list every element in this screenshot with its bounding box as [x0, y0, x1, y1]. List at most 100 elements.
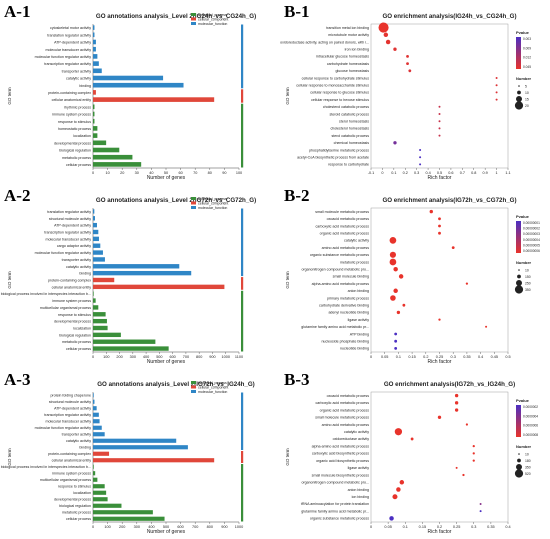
bubble-chart-2-point: [390, 295, 396, 301]
bar-chart-3-bar: [93, 445, 188, 450]
bubble-chart-3-point: [454, 408, 459, 412]
bar-chart-3-xtick-label: 0: [92, 525, 94, 529]
bar-chart-3-bar: [93, 490, 107, 495]
bubble-chart-2-colorbar-tick: 0.00000003: [523, 232, 540, 236]
bubble-chart-1-category-label: oxidoreductase activity, acting on paire…: [280, 40, 369, 44]
bubble-chart-2-size-legend-label: 350: [525, 288, 531, 292]
bar-chart-3-xtick-label: 200: [119, 525, 125, 529]
bubble-chart-2-point: [394, 332, 398, 336]
bubble-chart-1-colorbar-tick: 0.003: [523, 37, 531, 41]
bubble-chart-3-point: [437, 415, 442, 419]
bar-chart-1-xtick-label: 0: [92, 171, 94, 175]
bubble-chart-3-category-label: organonitrogen compound metabolic pro...: [301, 481, 369, 485]
bubble-chart-1-size-legend-label: 5: [525, 84, 527, 88]
bar-chart-2-category-label: cargo adaptor activity: [57, 244, 91, 248]
bubble-chart-1-category-label: chemical homeostasis: [334, 141, 370, 145]
bubble-chart-2-size-legend-dot: [514, 285, 524, 294]
bubble-chart-1-ylabel: GO term: [285, 87, 290, 105]
bubble-chart-1-size-legend-dot: [516, 96, 522, 102]
bubble-chart-1-category-label: carbohydrate homeostasis: [327, 62, 369, 66]
bubble-chart-3-point: [479, 502, 482, 505]
bar-chart-1-category-label: homeostatic process: [58, 127, 91, 131]
bubble-chart-3-size-legend-label: 350: [525, 465, 531, 469]
bar-chart-3-bar: [93, 412, 99, 417]
bar-chart-3-xlabel: Number of genes: [147, 529, 186, 535]
bubble-chart-2-point: [393, 288, 398, 294]
bar-chart-1-group-strip-biological_process: [241, 103, 244, 168]
bar-chart-3-category-label: biological regulation: [59, 504, 91, 508]
bar-chart-3-bar: [93, 432, 105, 437]
bar-chart-3-legend-swatch-molecular_function: [191, 390, 196, 393]
bubble-chart-1-point: [383, 32, 389, 38]
bar-chart-1-bar: [93, 90, 96, 95]
bubble-chart-1-category-label: glucose homeostasis: [335, 69, 369, 73]
bar-chart-2-bar: [93, 264, 180, 269]
bubble-chart-3-colorbar: [516, 405, 521, 437]
bar-chart-2-xtick-label: 600: [169, 355, 175, 359]
panel-label-a3: A-3: [4, 370, 31, 389]
bar-chart-2-category-label: molecular transducer activity: [45, 237, 91, 241]
bubble-chart-3-point: [479, 510, 482, 513]
bar-chart-1-category-label: ATP-dependent activity: [54, 41, 91, 45]
bubble-chart-1-colorbar-tick: 0.012: [523, 56, 531, 60]
bubble-chart-1-category-label: sterol homeostasis: [339, 120, 369, 124]
bubble-chart-3-xtick-label: 0.2: [437, 525, 442, 529]
bubble-chart-3-point: [454, 401, 459, 405]
bar-chart-3-bar: [93, 406, 97, 411]
bubble-chart-2-size-legend-dot: [518, 269, 520, 271]
bar-chart-1-bar: [93, 25, 95, 30]
bubble-chart-3-point: [455, 466, 458, 469]
bubble-chart-2-xtick-label: 0.25: [436, 355, 443, 359]
bar-chart-1-category-label: rhythmic process: [64, 105, 91, 109]
bar-chart-3-bar: [93, 393, 94, 398]
bar-chart-2-category-label: translation regulator activity: [47, 210, 91, 214]
bar-chart-3-category-label: localization: [73, 491, 91, 495]
bubble-chart-3-category-label: anion binding: [348, 488, 369, 492]
bar-chart-3-bar: [93, 471, 96, 476]
bar-chart-2-xtick-label: 200: [116, 355, 122, 359]
bubble-chart-1-category-label: transition metal ion binding: [326, 26, 369, 30]
bubble-chart-1-xtick-label: 0.1: [391, 171, 396, 175]
bar-chart-2-bar: [93, 291, 94, 296]
bubble-chart-3-point: [396, 487, 401, 492]
bar-chart-1-legend-swatch-biological_process: [191, 13, 196, 16]
bar-chart-2-bar: [93, 339, 156, 344]
bar-chart-2-xtick-label: 300: [130, 355, 136, 359]
bar-chart-3-xtick-label: 300: [134, 525, 140, 529]
bar-chart-2-legend-cellular_component: cellular_component: [198, 202, 228, 206]
bubble-chart-1-point: [419, 149, 422, 151]
bubble-chart-1-point: [408, 69, 412, 73]
bar-chart-1-xtick-label: 40: [149, 171, 153, 175]
bar-chart-2-xtick-label: 800: [196, 355, 202, 359]
bar-chart-1-category-label: metabolic process: [62, 156, 91, 160]
bar-chart-1-bar: [93, 147, 120, 153]
bubble-chart-2-point: [438, 217, 441, 221]
bar-chart-1-legend-biological_process: biological_process: [198, 13, 227, 17]
bubble-chart-3-xtick-label: 0.15: [419, 525, 426, 529]
bar-chart-2-bar: [93, 250, 103, 255]
bubble-chart-3-category-label: tRNA aminoacylation for protein translat…: [301, 502, 369, 506]
bubble-chart-2-title: GO enrichment analysis(IG72h_vs_CG72h_G): [382, 197, 516, 204]
panel-label-b2: B-2: [284, 186, 310, 205]
bubble-chart-2-category-label: organonitrogen compound metabolic pro...: [301, 268, 369, 272]
bar-chart-1-category-label: transporter activity: [62, 69, 92, 73]
bubble-chart-3-size-legend-dot: [517, 458, 521, 463]
bar-chart-1-bar: [93, 162, 142, 167]
bar-chart-1-category-label: molecular function regulator activity: [35, 55, 92, 59]
bubble-chart-1-size-legend-title: Number: [516, 76, 532, 81]
bar-chart-3-category-label: transporter activity: [62, 433, 92, 437]
bubble-chart-1-category-label: cellular response to carbohydrate stimul…: [302, 76, 370, 80]
bar-chart-3-bar: [93, 484, 105, 489]
bubble-chart-3-colorbar-tick: 0.0000002: [523, 405, 538, 409]
bar-chart-1-title: GO annotations analysis_Level 2(IG24h_vs…: [96, 13, 256, 20]
bubble-chart-3-ylabel: GO term: [285, 448, 290, 466]
bar-chart-2-group-strip-biological_process: [241, 290, 244, 352]
bubble-chart-3-point: [472, 452, 475, 455]
panel-label-b1: B-1: [284, 2, 310, 21]
bubble-chart-3-category-label: oxidoreductase activity: [333, 437, 370, 441]
bar-chart-2-legend-swatch-biological_process: [191, 197, 196, 200]
bar-chart-1-bar: [93, 118, 95, 124]
bubble-chart-1-point: [419, 163, 422, 166]
bubble-chart-1-category-label: iron ion binding: [345, 48, 369, 52]
bubble-chart-1-point: [495, 98, 498, 101]
